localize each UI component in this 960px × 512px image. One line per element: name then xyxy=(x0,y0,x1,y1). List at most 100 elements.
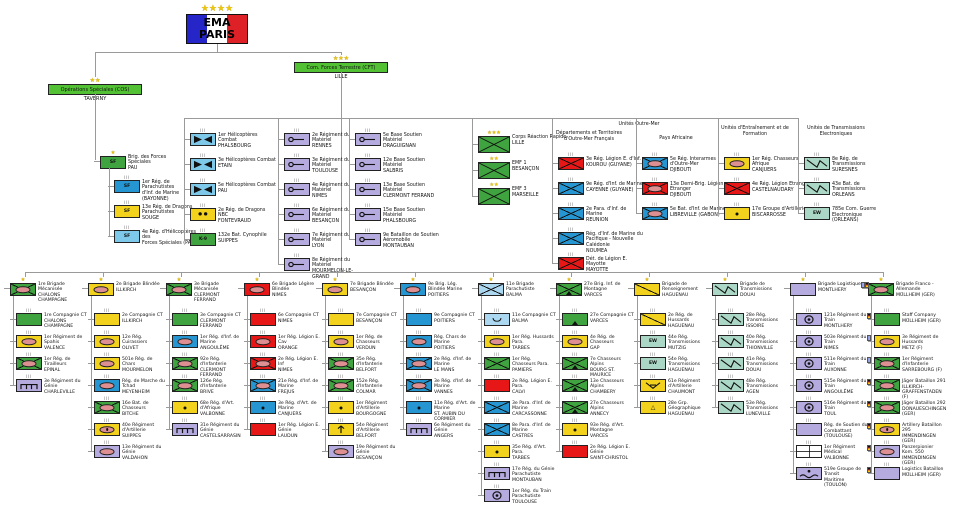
symbol-wrap: ||| xyxy=(562,418,588,436)
echelon-ticks: ||| xyxy=(572,352,578,356)
echelon-ticks: ||| xyxy=(182,352,188,356)
unit-symbol xyxy=(10,283,36,296)
symbol-wrap: ||| xyxy=(558,202,584,220)
unit-location: MOURMELON-LE-GRAND xyxy=(312,269,353,280)
unit-location: THIONVILLE xyxy=(746,345,774,351)
unit-label: 515e Régiment du Train ANGOULÊME xyxy=(824,379,868,395)
unit-symbol xyxy=(724,157,750,170)
train-icon xyxy=(797,380,821,391)
unit-name: Corps Réaction Rapide xyxy=(512,135,567,140)
unit-symbol xyxy=(406,401,432,414)
symbol-wrap: ||| xyxy=(284,228,310,246)
infantry-x-icon xyxy=(559,233,583,244)
connector-line xyxy=(349,118,350,239)
unit-name: 5e Hélicoptères Combat xyxy=(218,183,276,188)
armor-oval-icon xyxy=(647,209,663,218)
echelon-ticks: ||| xyxy=(200,203,206,207)
brigade-6-unit: ||| 3e Rég. d'Inf. de Marine VANNES xyxy=(400,374,478,395)
brigade-4-unit: ||| 6e Compagnie CT NIMES xyxy=(244,308,322,326)
armor-oval-icon xyxy=(647,184,663,193)
unit-name: Brigade de Renseignement xyxy=(662,282,698,293)
brigade-2-unit: ||| 13e Régiment du Génie VALDAHON xyxy=(88,440,166,461)
unit-symbol xyxy=(642,207,668,220)
unit-row-bases-soutien: ||| 5e Base Soutien Matériel DRAGUIGNAN xyxy=(349,128,441,150)
unit-label: 2e Para. d'Inf. de Marine REUNION xyxy=(586,207,644,224)
unit-name: 8e Rég. de Transmissions xyxy=(832,157,866,168)
unit-symbol xyxy=(484,335,510,348)
echelon-ticks: ||| xyxy=(568,252,574,256)
infantry-x-icon xyxy=(479,163,509,178)
brigade-5-unit: ||| 19e Régiment du Génie BESANÇON xyxy=(322,440,400,461)
artillery-dot-icon xyxy=(105,428,109,431)
rank-stars: ★★ xyxy=(489,182,499,188)
german-flag-icon xyxy=(867,445,871,451)
unit-name: 515e Régiment du Train xyxy=(824,379,867,390)
connector-line xyxy=(727,272,728,277)
symbol-wrap: ||| xyxy=(94,352,120,370)
unit-name: 1er Rég. Légion E. Génie xyxy=(278,423,320,434)
echelon-ticks: ||| xyxy=(572,440,578,444)
unit-name: 3e Régiment du Matériel xyxy=(312,158,351,169)
symbol-wrap: ||| xyxy=(328,308,354,326)
unit-location: BALMA xyxy=(506,292,522,298)
unit-symbol xyxy=(284,258,310,271)
unit-symbol xyxy=(796,357,822,370)
unit-label: EMF 3 MARSEILLE xyxy=(512,187,570,198)
connector-line xyxy=(247,296,248,429)
sf-text-icon: SF xyxy=(109,160,117,165)
unit-row-transmissions-electroniques: ||| 8e Rég. de Transmissions SURESNES xyxy=(798,152,890,174)
unit-row-forces-speciales: ||| SF 13e Rég. de Dragons Parachutistes SO… xyxy=(108,200,200,222)
unit-symbol: EW xyxy=(640,335,666,348)
unit-location: CALVI xyxy=(512,389,525,395)
unit-label: 8e Para. d'Inf. de Marine CASTRES xyxy=(512,423,556,439)
unit-row-transmissions-electroniques: ||| 43e Bat. de Transmissions ORLEANS xyxy=(798,177,890,199)
unit-label: 11e Brigade Parachutiste BALMA xyxy=(506,282,552,298)
unit-name: 28e Rég. Transmissions xyxy=(746,313,779,324)
brigade-4-unit: ||| 21e Rég. d'Inf. de Marine FREJUS xyxy=(244,374,322,395)
unit-label: 785e Com. Guerre Electronique (ORLEANS) xyxy=(832,207,890,224)
unit-row-bases-soutien: ||| 13e Base Soutien Matériel CLERMONT FER… xyxy=(349,178,441,200)
unit-row-aviation: ||| K-9 132e Bat. Cynophile SUIPPES xyxy=(184,228,276,246)
unit-name: Brig. des Forces Spéciales xyxy=(128,155,167,166)
unit-label: 519e Groupe de Transit Maritime (TOULON) xyxy=(824,467,868,488)
parachute-canopy-icon xyxy=(492,317,502,322)
unit-symbol xyxy=(562,423,588,436)
unit-label: 1er Régiment de Spahis VALENCE xyxy=(44,335,88,351)
unit-symbol: SF xyxy=(114,230,140,243)
unit-symbol xyxy=(868,283,894,296)
brigade-3-unit: ||| 126e Rég. d'Infanterie BRIVE xyxy=(166,374,244,395)
unit-location: BRIVE xyxy=(200,389,214,395)
unit-label: 7e Régiment du Matériel LYON xyxy=(312,233,370,250)
header-dom-tom: Départements et Territoires d'Outre-Mer … xyxy=(555,131,623,142)
unit-symbol xyxy=(322,283,348,296)
unit-location: ISSOIRE xyxy=(746,323,765,329)
unit-label: 1er Rég. de Parachutistes d'Inf. de Marin… xyxy=(142,180,200,202)
brigade-header-5: ★ 7e Brigade Blindée BESANÇON xyxy=(316,277,396,296)
symbol-wrap: ★ xyxy=(478,277,504,296)
infantry-x-icon xyxy=(559,208,583,219)
echelon-ticks: ||| xyxy=(568,152,574,156)
brigade-5-unit: ||| 35e Rég. d'Infanterie BELFORT xyxy=(322,352,400,373)
unit-name: 5e Rég. Interarmes d'Outre-Mer xyxy=(670,157,716,168)
unit-name: 7e Brigade Blindée xyxy=(350,282,394,287)
unit-label: Brigade Logistique MONTLHERY xyxy=(818,282,864,293)
brigade-6-unit: ||| 9e Compagnie CT POITIERS xyxy=(400,308,478,326)
rank-stars: ★ xyxy=(566,277,572,283)
unit-symbol xyxy=(874,423,900,436)
unit-row-bases-soutien: ||| 12e Base Soutien Matériel SALBRIS xyxy=(349,153,441,175)
header-unites-outre-mer: Unités Outre-Mer xyxy=(618,122,660,127)
rank-stars: ★ xyxy=(254,277,260,283)
symbol-wrap: ||| xyxy=(484,484,510,502)
unit-location: DRAGUIGNAN xyxy=(383,144,416,150)
unit-name: Brigade Franco - Allemande xyxy=(896,282,934,293)
armor-oval-icon xyxy=(879,337,895,346)
unit-location: NOUMEA xyxy=(586,248,608,254)
unit-location: LYON xyxy=(312,244,325,250)
brigade-8-unit: ||| 27e Chasseurs Alpins ANNECY xyxy=(556,396,634,417)
unit-symbol xyxy=(328,445,354,458)
connector-line xyxy=(637,296,638,407)
symbol-wrap: ||| xyxy=(328,330,354,348)
echelon-ticks: ||| xyxy=(182,374,188,378)
connector-line xyxy=(278,118,279,264)
symbol-wrap: ||| xyxy=(250,352,276,370)
